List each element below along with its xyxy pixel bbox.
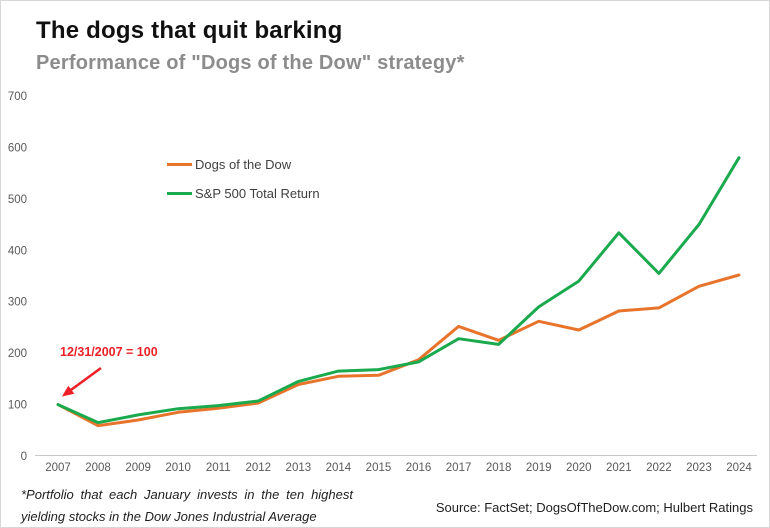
x-axis-tick-label: 2021 [606, 462, 632, 474]
legend-item-dogs-of-the-dow: Dogs of the Dow [167, 155, 320, 173]
legend-item-sp500-total-return: S&P 500 Total Return [167, 184, 320, 202]
x-axis-tick-label: 2014 [326, 462, 352, 474]
y-axis-tick-label: 400 [8, 245, 27, 257]
chart-subtitle: Performance of "Dogs of the Dow" strateg… [36, 52, 465, 74]
chart-title: The dogs that quit barking [36, 17, 343, 44]
x-axis-tick-label: 2013 [286, 462, 312, 474]
x-axis-tick-label: 2022 [646, 462, 672, 474]
x-axis-tick-label: 2009 [125, 462, 151, 474]
x-axis-tick-label: 2012 [245, 462, 271, 474]
y-axis-tick-label: 0 [21, 451, 27, 463]
y-axis-tick-label: 100 [8, 400, 27, 412]
y-axis-tick-label: 500 [8, 194, 27, 206]
footnote-line: *Portfolio that each January invests in … [21, 487, 353, 502]
series-line-dogs-of-the-dow [56, 273, 741, 428]
annotation-arrow [69, 366, 102, 392]
x-axis-tick-label: 2018 [486, 462, 512, 474]
annotation-arrowhead [61, 385, 75, 397]
x-axis-tick-label: 2011 [206, 462, 231, 474]
x-axis-tick-label: 2016 [406, 462, 432, 474]
footnote: *Portfolio that each January invests in … [21, 484, 353, 527]
legend: Dogs of the Dow S&P 500 Total Return [167, 155, 320, 213]
source-credit: Source: FactSet; DogsOfTheDow.com; Hulbe… [435, 500, 753, 515]
x-axis-tick-label: 2024 [726, 462, 752, 474]
annotation-label: 12/31/2007 = 100 [60, 345, 158, 359]
legend-swatch-dogs-of-the-dow [167, 162, 192, 166]
x-axis-tick-label: 2023 [686, 462, 712, 474]
legend-item-label: Dogs of the Dow [195, 156, 292, 172]
y-axis-tick-label: 300 [8, 297, 27, 309]
series-line-s-p-500-total-return [56, 156, 741, 425]
x-axis-tick-label: 2010 [165, 462, 191, 474]
x-axis-tick-label: 2007 [45, 462, 71, 474]
y-axis-tick-label: 600 [8, 142, 27, 154]
x-axis-tick-label: 2019 [526, 462, 552, 474]
x-axis-tick-label: 2015 [366, 462, 392, 474]
x-axis-tick-label: 2017 [446, 462, 472, 474]
footnote-line: yielding stocks in the Dow Jones Industr… [21, 509, 317, 524]
legend-swatch-sp500-total-return [167, 191, 192, 195]
x-axis-tick-label: 2008 [85, 462, 111, 474]
x-axis-tick-label: 2020 [566, 462, 592, 474]
legend-item-label: S&P 500 Total Return [195, 185, 320, 201]
y-axis-tick-label: 200 [8, 348, 27, 360]
y-axis-tick-label: 700 [8, 91, 27, 103]
